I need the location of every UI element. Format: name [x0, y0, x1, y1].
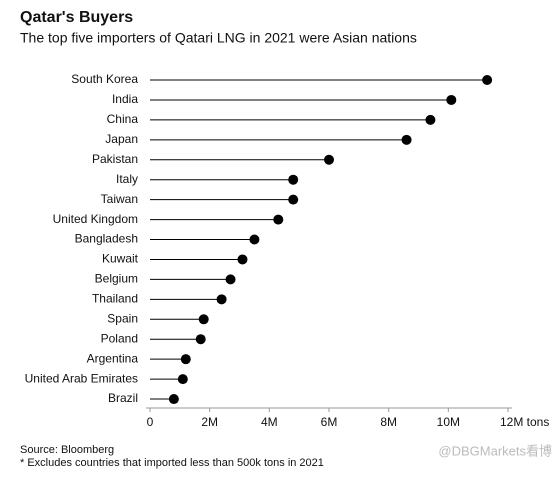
dot	[324, 154, 334, 165]
x-tick-label: 6M	[321, 415, 338, 429]
watermark: @DBGMarkets看博	[438, 443, 552, 458]
y-tick-label: United Arab Emirates	[25, 371, 138, 385]
dot	[288, 174, 299, 185]
y-tick-label: Spain	[107, 311, 138, 325]
dot	[401, 134, 412, 145]
y-tick-label: Poland	[101, 331, 138, 345]
dot	[273, 214, 284, 225]
dot	[249, 234, 260, 245]
y-tick-label: Taiwan	[101, 192, 138, 206]
y-tick-label: China	[107, 112, 139, 126]
dot	[237, 254, 248, 265]
dot	[177, 374, 188, 385]
y-tick-label: Belgium	[95, 272, 138, 286]
chart-title: Qatar's Buyers	[20, 9, 133, 26]
y-tick-label: Italy	[116, 172, 138, 186]
dot	[446, 94, 457, 105]
x-tick-label: 2M	[201, 415, 218, 429]
y-tick-label: Brazil	[108, 391, 138, 405]
y-tick-label: South Korea	[71, 72, 138, 86]
y-tick-label: United Kingdom	[53, 212, 138, 226]
dot	[216, 294, 227, 305]
y-tick-label: India	[112, 92, 138, 106]
x-tick-label: 0	[147, 415, 154, 429]
y-tick-label: Argentina	[87, 351, 139, 365]
note: * Excludes countries that imported less …	[20, 457, 324, 469]
x-tick-label: 4M	[261, 415, 278, 429]
dot	[225, 274, 236, 285]
dot	[168, 394, 179, 405]
source: Source: Bloomberg	[20, 444, 114, 456]
y-tick-label: Japan	[105, 132, 138, 146]
y-tick-label: Bangladesh	[75, 232, 138, 246]
chart-subtitle: The top five importers of Qatari LNG in …	[20, 30, 417, 46]
dot	[288, 194, 299, 205]
dot	[195, 334, 206, 345]
x-tick-label: 12M tons	[500, 415, 549, 429]
y-tick-label: Kuwait	[102, 252, 139, 266]
dot	[425, 114, 436, 125]
x-tick-label: 8M	[380, 415, 397, 429]
y-tick-label: Pakistan	[92, 152, 138, 166]
dot	[180, 354, 191, 365]
dot	[482, 75, 493, 85]
x-tick-label: 10M	[437, 415, 460, 429]
dot	[198, 314, 209, 325]
y-tick-label: Thailand	[92, 292, 138, 306]
